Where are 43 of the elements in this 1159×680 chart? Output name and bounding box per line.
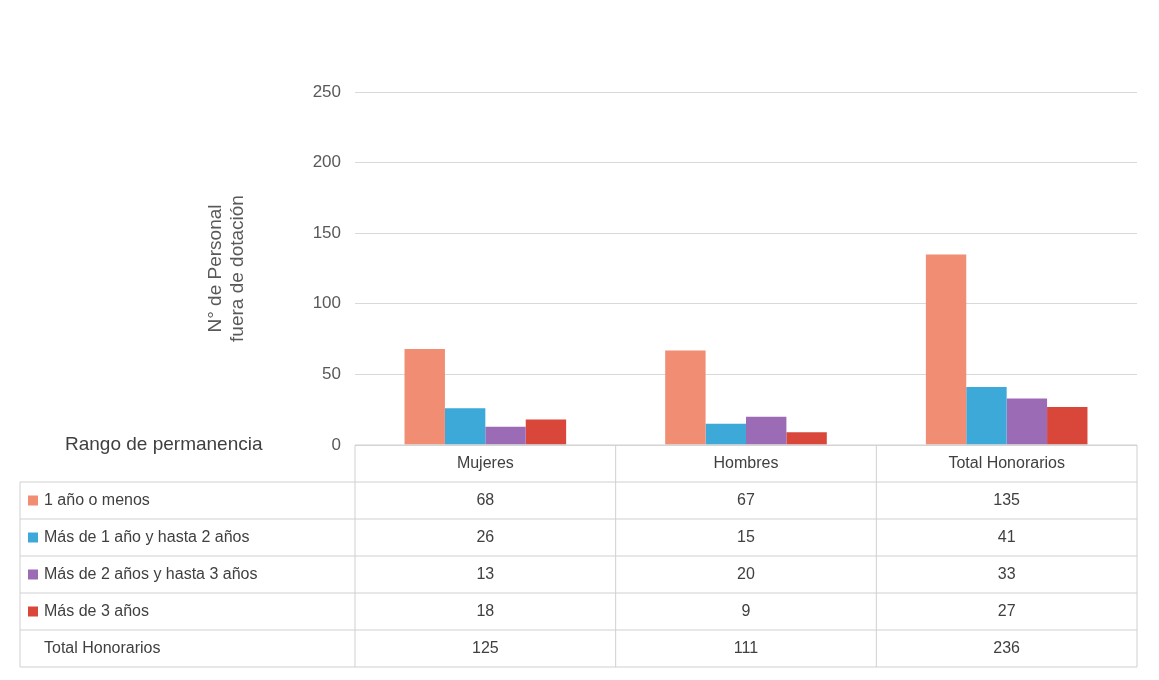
bar [665, 350, 706, 445]
x-tick-label: Hombres [713, 453, 779, 471]
bar [746, 416, 787, 445]
legend-label: 1 año o menos [44, 490, 150, 508]
bar [966, 387, 1007, 445]
legend-label: Más de 1 año y hasta 2 años [44, 527, 250, 545]
legend-label: Más de 2 años y hasta 3 años [44, 564, 258, 582]
x-tick-label: Total Honorarios [948, 453, 1065, 471]
y-tick-label: 250 [312, 81, 341, 101]
text: 125 [471, 638, 499, 656]
bar [1006, 398, 1048, 445]
data-label: 26 [476, 527, 495, 545]
data-label: 135 [993, 490, 1021, 508]
y-tick-label: 50 [322, 364, 341, 384]
text: Total Honorarios [44, 638, 161, 656]
data-label: 27 [997, 601, 1016, 619]
bar [1047, 406, 1088, 445]
y-tick-label: 100 [312, 293, 341, 313]
text: 236 [993, 638, 1021, 656]
y-tick-label: 200 [312, 152, 341, 172]
bar [485, 426, 526, 445]
text: 111 [733, 638, 759, 656]
data-label: 33 [997, 564, 1016, 582]
y-axis-title: N° de Personal fuera de dotación [203, 195, 248, 342]
data-label: 68 [476, 490, 495, 508]
data-label: 18 [476, 601, 495, 619]
y-tick-label: 150 [312, 222, 341, 242]
data-label: 13 [476, 564, 495, 582]
y-tick-label: 0 [331, 434, 341, 454]
bar [705, 423, 746, 445]
x-tick-label: Mujeres [456, 453, 514, 471]
bar [925, 254, 967, 445]
data-label: 9 [741, 601, 751, 619]
bar [404, 348, 445, 445]
data-label: 41 [997, 527, 1016, 545]
data-label: 20 [737, 564, 755, 582]
legend-title: Rango de permanencia [65, 433, 263, 455]
bar [525, 419, 567, 445]
bar [786, 432, 827, 445]
legend-label: Más de 3 años [44, 601, 149, 619]
data-label: 15 [737, 527, 755, 545]
data-label: 67 [737, 490, 755, 508]
bar [444, 408, 486, 445]
